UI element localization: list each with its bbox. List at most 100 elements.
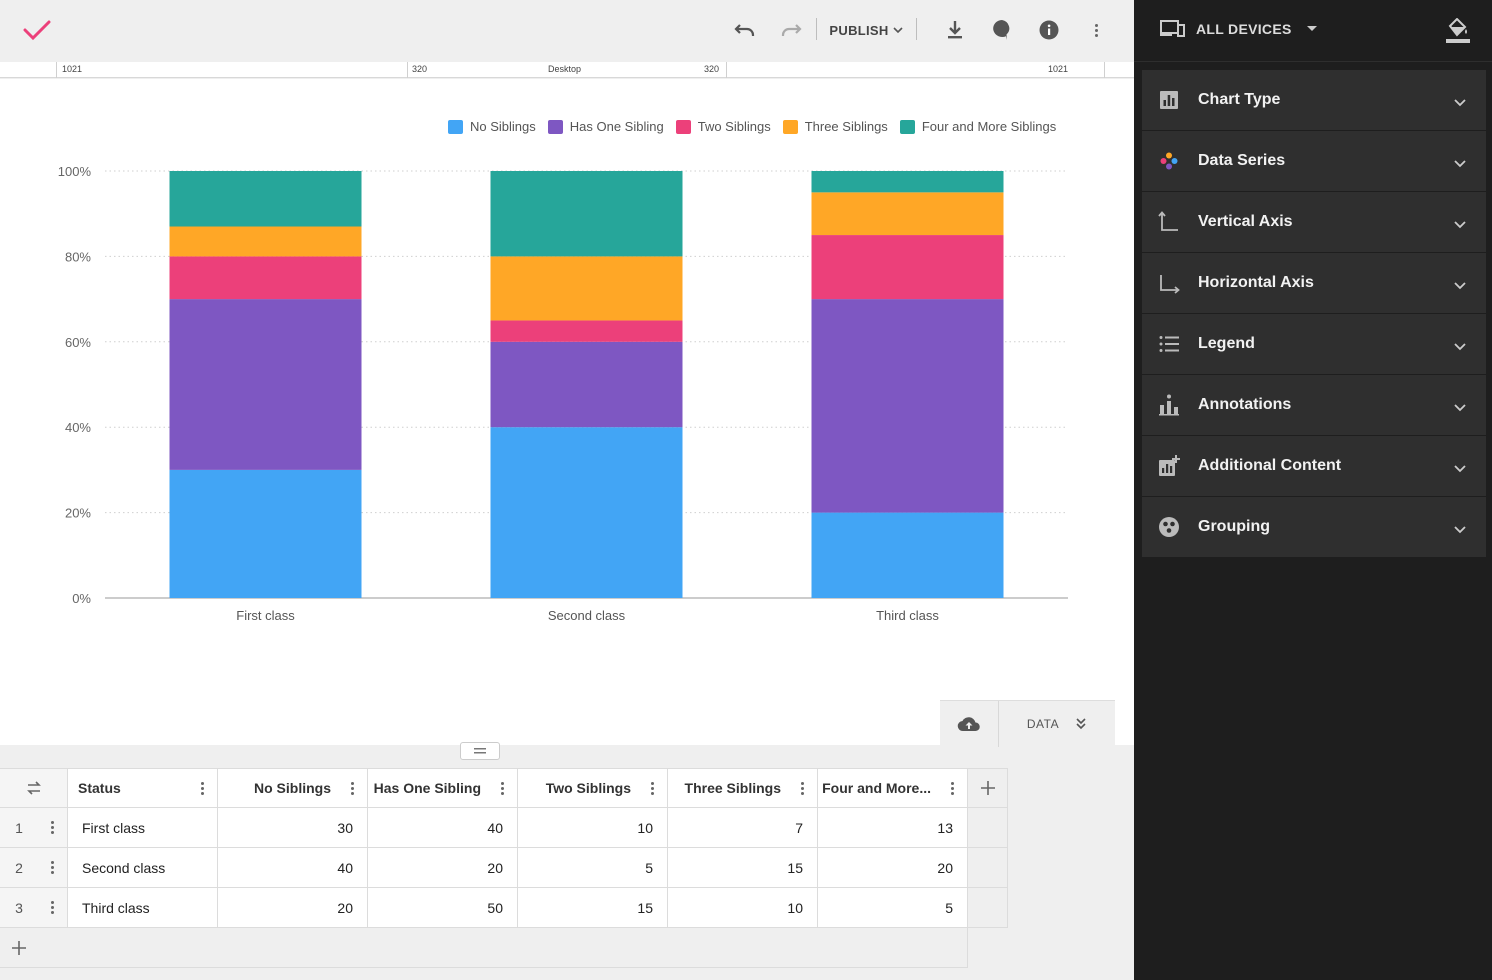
bar-segment[interactable]: [811, 512, 1004, 598]
legend-item[interactable]: Has One Sibling: [547, 119, 664, 134]
legend-label: Two Siblings: [697, 119, 771, 134]
legend-item[interactable]: No Siblings: [448, 119, 536, 134]
legend-swatch: [448, 119, 463, 134]
section-vertical-axis[interactable]: Vertical Axis: [1142, 192, 1486, 253]
row-menu-button[interactable]: [38, 848, 68, 888]
column-header[interactable]: Four and More...: [818, 768, 968, 808]
transpose-button[interactable]: [0, 768, 68, 808]
chevron-down-icon: [1454, 277, 1466, 295]
bar-segment[interactable]: [169, 226, 362, 257]
legend-swatch: [899, 119, 915, 134]
bar-segment[interactable]: [490, 256, 683, 321]
chevron-down-icon: [1454, 94, 1466, 112]
column-menu-icon[interactable]: [351, 780, 354, 797]
undo-icon[interactable]: [730, 14, 760, 46]
resize-handle[interactable]: [460, 742, 500, 760]
value-cell[interactable]: 15: [668, 848, 818, 888]
row-number: 2: [0, 848, 38, 888]
value-cell[interactable]: 10: [668, 888, 818, 928]
more-vert-icon[interactable]: [1082, 14, 1110, 46]
section-additional-content[interactable]: Additional Content: [1142, 436, 1486, 497]
column-menu-icon[interactable]: [201, 780, 204, 797]
legend-item[interactable]: Three Siblings: [782, 119, 888, 134]
data-toggle-button[interactable]: DATA: [999, 701, 1115, 746]
row-label-cell[interactable]: First class: [68, 808, 218, 848]
section-legend[interactable]: Legend: [1142, 314, 1486, 375]
value-cell[interactable]: 10: [518, 808, 668, 848]
value-cell[interactable]: 5: [818, 888, 968, 928]
section-horizontal-axis[interactable]: Horizontal Axis: [1142, 253, 1486, 314]
y-tick-label: 20%: [65, 506, 91, 521]
ruler-right-width: 1021: [1048, 64, 1069, 74]
cloud-upload-icon[interactable]: [940, 701, 999, 747]
row-label-cell[interactable]: Second class: [68, 848, 218, 888]
value-cell[interactable]: 40: [218, 848, 368, 888]
x-tick-label: First class: [236, 608, 295, 623]
column-header[interactable]: No Siblings: [218, 768, 368, 808]
value-cell[interactable]: 20: [818, 848, 968, 888]
bar-segment[interactable]: [490, 320, 683, 342]
column-header[interactable]: Two Siblings: [518, 768, 668, 808]
bar-segment[interactable]: [811, 299, 1004, 513]
bar-segment[interactable]: [811, 192, 1004, 236]
row-menu-button[interactable]: [38, 808, 68, 848]
section-title: Additional Content: [1198, 457, 1342, 474]
bar-segment[interactable]: [169, 469, 362, 598]
column-header[interactable]: Has One Sibling: [368, 768, 518, 808]
download-icon[interactable]: [940, 14, 970, 46]
column-menu-icon[interactable]: [51, 899, 54, 916]
legend-item[interactable]: Four and More Siblings: [899, 119, 1057, 134]
paint-bucket-icon[interactable]: [1446, 17, 1470, 49]
info-icon[interactable]: [1034, 14, 1064, 46]
column-menu-icon[interactable]: [801, 780, 804, 797]
bar-segment[interactable]: [490, 427, 683, 598]
row-number: 1: [0, 808, 38, 848]
row-menu-button[interactable]: [38, 888, 68, 928]
value-cell[interactable]: 5: [518, 848, 668, 888]
devices-dropdown[interactable]: ALL DEVICES: [1160, 20, 1318, 38]
column-menu-icon[interactable]: [51, 859, 54, 876]
section-annotations[interactable]: Annotations: [1142, 375, 1486, 436]
value-cell[interactable]: 30: [218, 808, 368, 848]
add-column-button[interactable]: [968, 768, 1008, 808]
value-cell[interactable]: 40: [368, 808, 518, 848]
column-header[interactable]: Status: [68, 768, 218, 808]
legend-label: Four and More Siblings: [921, 119, 1057, 134]
double-chevron-down-icon: [1076, 717, 1086, 729]
section-chart-type[interactable]: Chart Type: [1142, 70, 1486, 131]
bar-segment[interactable]: [169, 256, 362, 300]
column-menu-icon[interactable]: [951, 780, 954, 797]
column-menu-icon[interactable]: [651, 780, 654, 797]
value-cell[interactable]: 7: [668, 808, 818, 848]
devices-label: ALL DEVICES: [1196, 21, 1292, 37]
value-cell[interactable]: 20: [368, 848, 518, 888]
section-grouping[interactable]: Grouping: [1142, 497, 1486, 558]
column-header-label: Three Siblings: [684, 780, 781, 796]
redo-icon[interactable]: [776, 14, 806, 46]
column-header[interactable]: Three Siblings: [668, 768, 818, 808]
bar-segment[interactable]: [490, 171, 683, 257]
chevron-down-icon: [1454, 460, 1466, 478]
check-icon[interactable]: [20, 14, 54, 46]
horizontal-axis-icon: [1158, 272, 1180, 294]
comment-icon[interactable]: [987, 14, 1017, 46]
column-menu-icon[interactable]: [51, 819, 54, 836]
value-cell[interactable]: 50: [368, 888, 518, 928]
value-cell[interactable]: 13: [818, 808, 968, 848]
chevron-down-icon: [1454, 155, 1466, 173]
bar-segment[interactable]: [169, 171, 362, 227]
value-cell[interactable]: 15: [518, 888, 668, 928]
row-label-cell[interactable]: Third class: [68, 888, 218, 928]
add-row-button[interactable]: [0, 928, 38, 968]
drag-handle-icon: [474, 748, 486, 754]
column-menu-icon[interactable]: [501, 780, 504, 797]
publish-button[interactable]: PUBLISH: [826, 14, 906, 46]
bar-segment[interactable]: [811, 235, 1004, 300]
legend-item[interactable]: Two Siblings: [675, 119, 771, 134]
bar-segment[interactable]: [811, 171, 1004, 193]
section-data-series[interactable]: Data Series: [1142, 131, 1486, 192]
plus-icon: [980, 781, 995, 795]
bar-segment[interactable]: [169, 299, 362, 470]
value-cell[interactable]: 20: [218, 888, 368, 928]
bar-segment[interactable]: [490, 341, 683, 428]
